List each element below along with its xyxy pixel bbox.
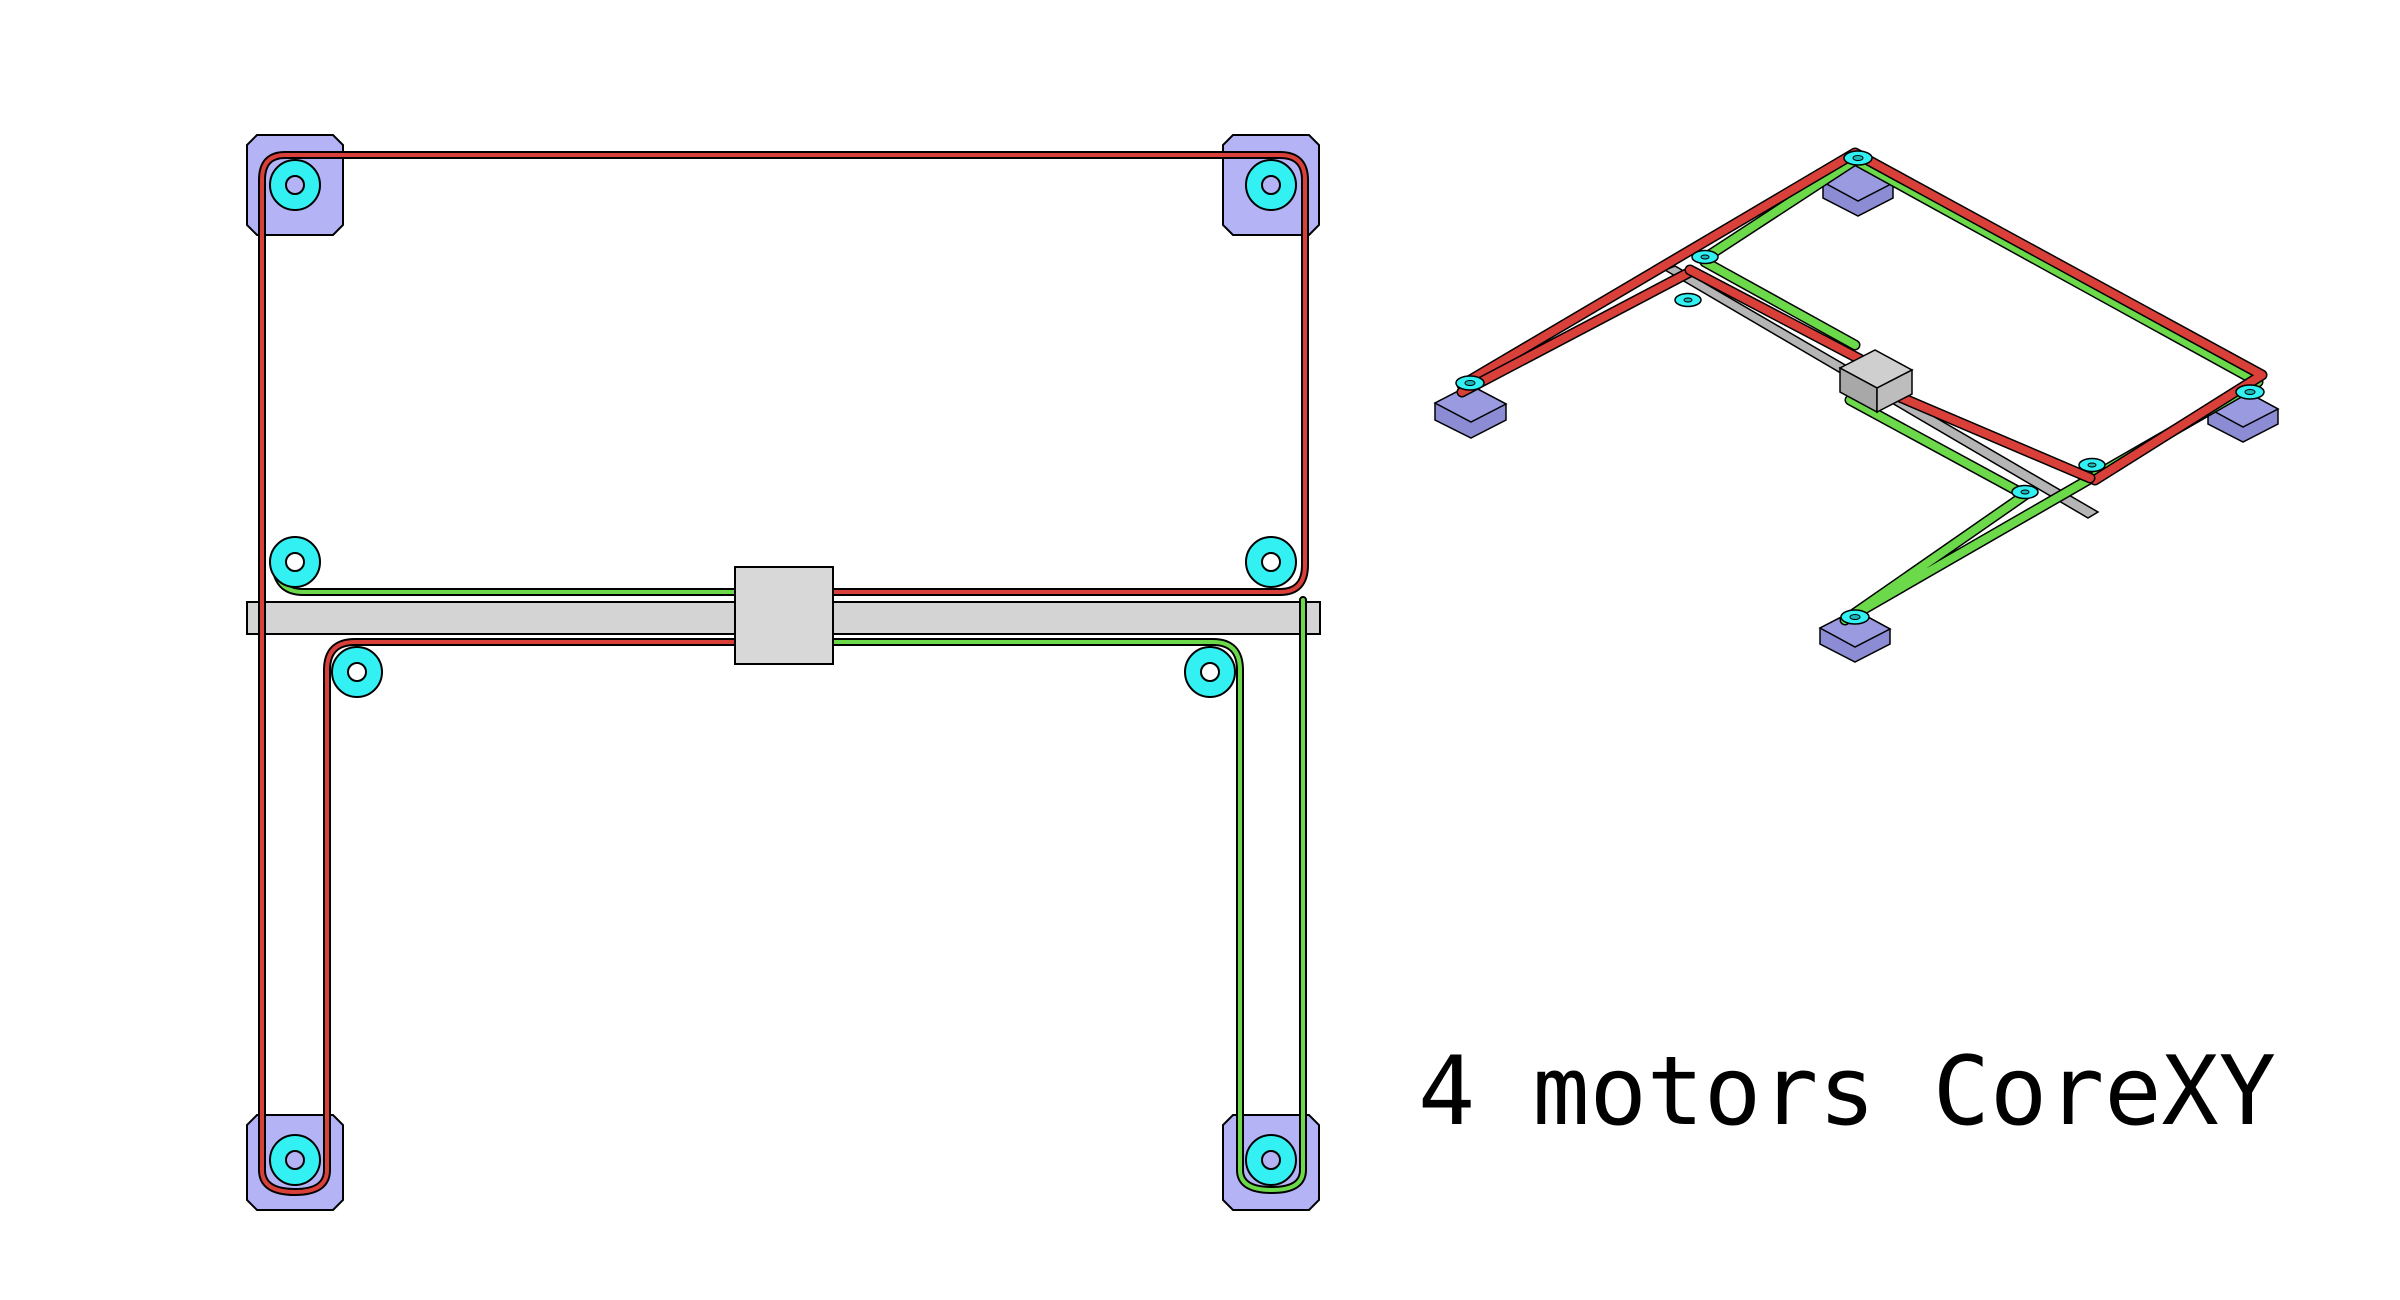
motor-pulley-top-right	[1246, 160, 1296, 210]
red-belt	[262, 155, 1305, 1192]
idler-pulley-upper-right	[1246, 537, 1296, 587]
iso-pulley-right	[2236, 385, 2264, 399]
iso-pulley-bottom	[1841, 610, 1869, 624]
iso-idler-4	[2012, 486, 2038, 499]
iso-idler-1	[1692, 251, 1718, 264]
isometric-view	[1435, 151, 2278, 662]
motor-pulley-top-left	[270, 160, 320, 210]
idler-pulley-lower-left	[332, 647, 382, 697]
diagram-caption: 4 motors CoreXY	[1418, 1045, 2276, 1140]
motor-pulley-bottom-left	[270, 1135, 320, 1185]
idler-pulley-upper-left	[270, 537, 320, 587]
iso-idler-3	[2079, 459, 2105, 472]
iso-pulley-left	[1456, 376, 1484, 390]
idler-pulley-lower-right	[1185, 647, 1235, 697]
top-view	[247, 135, 1320, 1210]
iso-pulley-top	[1844, 151, 1872, 165]
iso-green-belt	[1705, 160, 2258, 620]
motor-pulley-bottom-right	[1246, 1135, 1296, 1185]
carriage	[735, 567, 833, 664]
iso-idler-2	[1675, 294, 1701, 307]
